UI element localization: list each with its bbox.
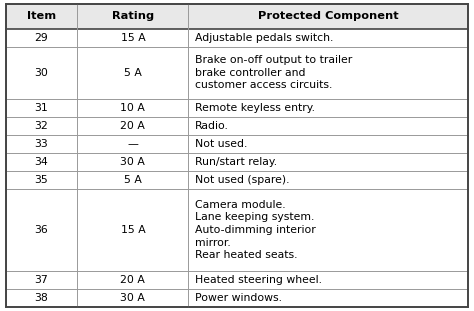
Text: 5 A: 5 A [124, 68, 142, 78]
Text: Not used.: Not used. [195, 139, 247, 149]
Text: Item: Item [27, 12, 56, 21]
Text: Run/start relay.: Run/start relay. [195, 157, 277, 167]
Text: Remote keyless entry.: Remote keyless entry. [195, 103, 315, 113]
Text: Rating: Rating [112, 12, 154, 21]
Bar [6, 271, 468, 289]
Text: Brake on-off output to trailer
brake controller and
customer access circuits.: Brake on-off output to trailer brake con… [195, 55, 352, 91]
Bar [6, 117, 468, 135]
Bar [6, 135, 468, 153]
Text: 31: 31 [35, 103, 48, 113]
Text: 20 A: 20 A [120, 275, 146, 285]
Text: Protected Component: Protected Component [258, 12, 399, 21]
Text: 10 A: 10 A [120, 103, 146, 113]
Bar [6, 29, 468, 47]
Text: Adjustable pedals switch.: Adjustable pedals switch. [195, 33, 333, 43]
Text: 29: 29 [35, 33, 48, 43]
Text: 33: 33 [35, 139, 48, 149]
Text: 20 A: 20 A [120, 121, 146, 131]
Text: 37: 37 [35, 275, 48, 285]
Text: Not used (spare).: Not used (spare). [195, 175, 289, 185]
Text: 34: 34 [35, 157, 48, 167]
Text: Radio.: Radio. [195, 121, 228, 131]
Bar [6, 171, 468, 189]
Text: 38: 38 [35, 293, 48, 303]
Text: 15 A: 15 A [120, 225, 146, 235]
Text: Power windows.: Power windows. [195, 293, 282, 303]
Text: 30 A: 30 A [120, 293, 146, 303]
Text: 35: 35 [35, 175, 48, 185]
Text: 36: 36 [35, 225, 48, 235]
Text: 32: 32 [35, 121, 48, 131]
Text: —: — [128, 139, 138, 149]
Bar [6, 289, 468, 307]
Bar [6, 4, 468, 29]
Text: 5 A: 5 A [124, 175, 142, 185]
Bar [6, 189, 468, 271]
Text: 30 A: 30 A [120, 157, 146, 167]
Text: Camera module.
Lane keeping system.
Auto-dimming interior
mirror.
Rear heated se: Camera module. Lane keeping system. Auto… [195, 200, 315, 260]
Bar [6, 47, 468, 99]
Bar [6, 153, 468, 171]
Bar [6, 99, 468, 117]
Text: 15 A: 15 A [120, 33, 146, 43]
Text: Heated steering wheel.: Heated steering wheel. [195, 275, 321, 285]
Text: 30: 30 [35, 68, 48, 78]
